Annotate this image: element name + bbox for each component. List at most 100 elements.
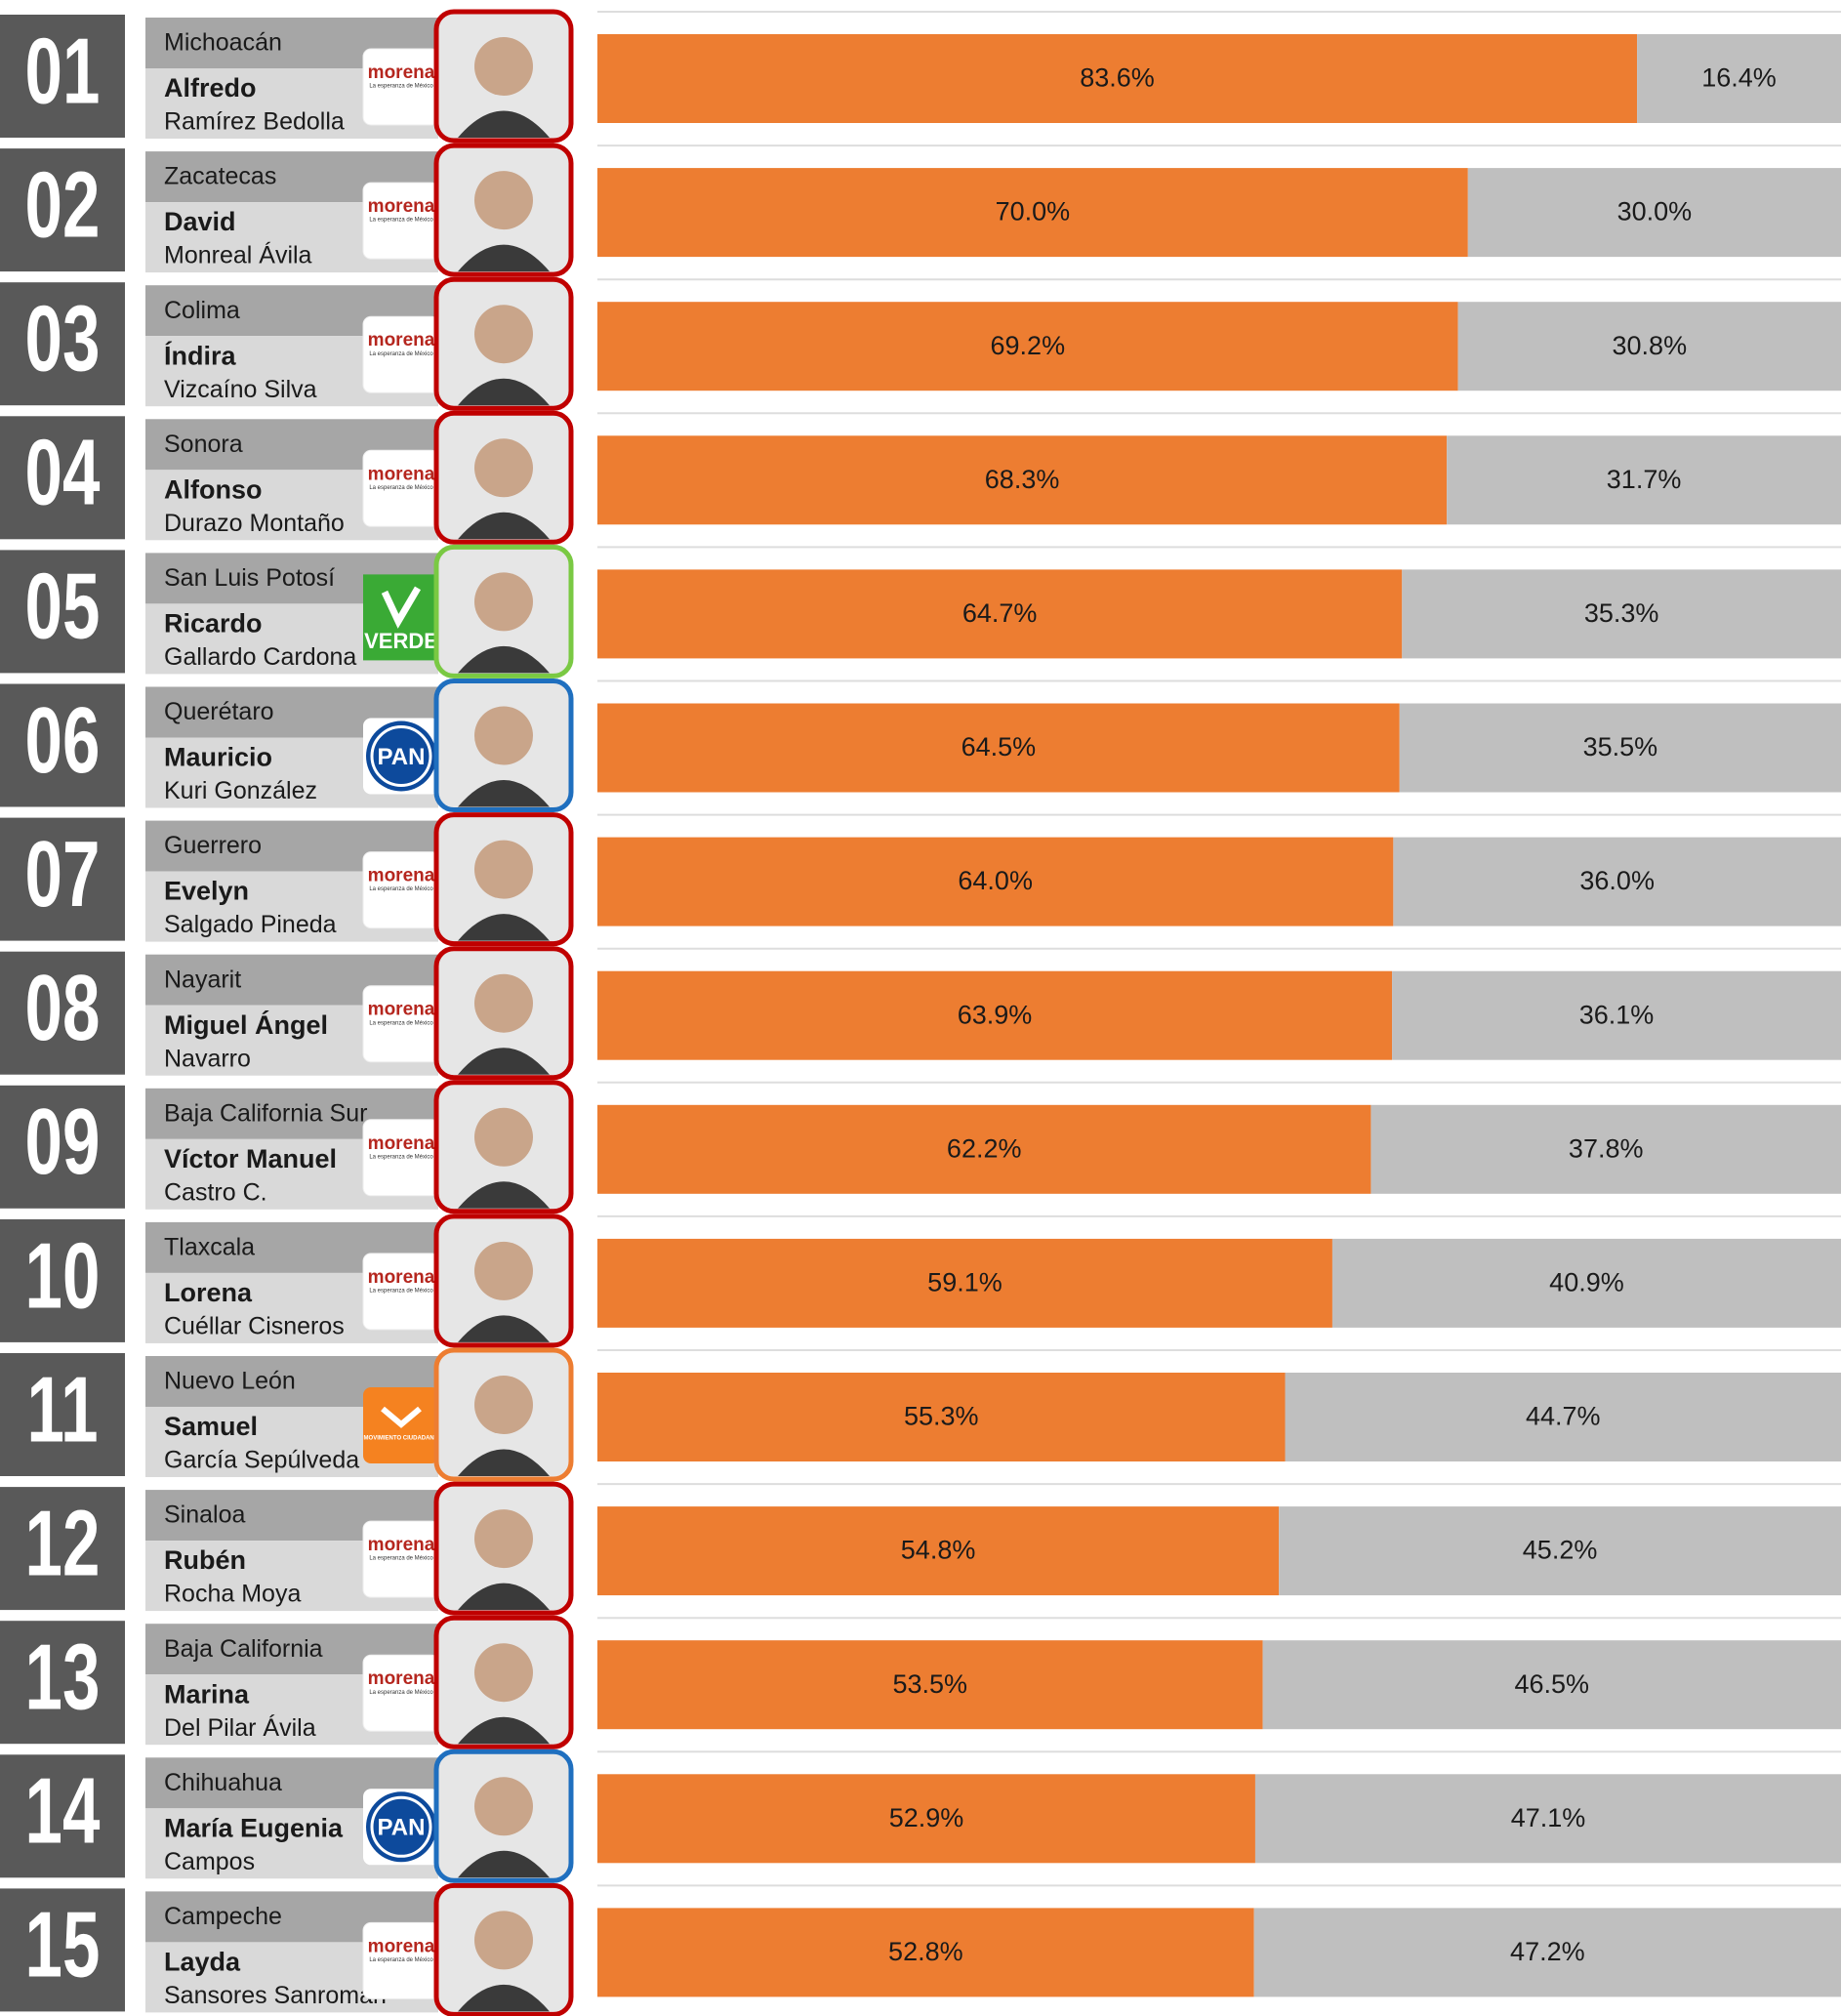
party-name: morena <box>368 62 435 83</box>
photo-head <box>474 706 533 765</box>
rank-box <box>0 1085 125 1209</box>
state-name: Querétaro <box>164 698 274 725</box>
rank: 02 <box>25 151 101 257</box>
photo-head <box>474 1643 533 1703</box>
photo-head <box>474 572 533 632</box>
last-name: Cuéllar Cisneros <box>164 1313 345 1340</box>
photo-body <box>458 645 550 674</box>
bar-segment <box>597 34 1638 123</box>
bar-segment <box>597 302 1458 391</box>
value-label: 30.0% <box>1617 197 1693 226</box>
last-name: Rocha Moya <box>164 1581 301 1608</box>
party-name: morena <box>368 866 435 886</box>
rank-box <box>0 817 125 941</box>
first-name: María Eugenia <box>164 1813 344 1842</box>
party-name: morena <box>368 1133 435 1154</box>
bar-segment <box>1331 1238 1841 1328</box>
bar-segment <box>597 703 1400 793</box>
bar-segment <box>597 1640 1263 1730</box>
rank: 15 <box>25 1892 101 1997</box>
photo-body <box>458 1583 550 1611</box>
rank-box <box>0 148 125 272</box>
party-name: morena <box>368 196 435 217</box>
state-name: Nayarit <box>164 966 241 993</box>
photo-head <box>474 305 533 364</box>
state-name: Baja California Sur <box>164 1099 367 1127</box>
last-name: Durazo Montaño <box>164 510 345 537</box>
bar-segment <box>1457 302 1841 391</box>
party-badge <box>366 720 436 792</box>
first-name: Víctor Manuel <box>164 1144 337 1173</box>
first-name: Samuel <box>164 1412 258 1441</box>
photo-head <box>474 1777 533 1836</box>
state-name: Tlaxcala <box>164 1234 255 1261</box>
state-name: Nuevo León <box>164 1368 296 1395</box>
first-name: David <box>164 207 236 236</box>
last-name: Gallardo Cardona <box>164 643 356 671</box>
bar-segment <box>1392 970 1841 1060</box>
rank: 14 <box>25 1757 101 1863</box>
party-name: morena <box>368 1936 435 1956</box>
state-name: Sinaloa <box>164 1502 245 1529</box>
value-label: 64.7% <box>962 598 1038 628</box>
value-label: 31.7% <box>1607 465 1682 494</box>
party-mark <box>381 586 422 629</box>
rank: 05 <box>25 554 101 659</box>
rank-box <box>0 1487 125 1611</box>
rank: 11 <box>26 1356 98 1461</box>
party-tagline: La esperanza de México <box>369 1690 433 1696</box>
party-name: morena <box>368 1267 435 1288</box>
photo-body <box>458 1850 550 1878</box>
value-label: 52.9% <box>889 1803 964 1832</box>
party-name: morena <box>368 330 435 350</box>
photo-body <box>458 244 550 272</box>
state-name: Guerrero <box>164 832 262 859</box>
first-name: Alfonso <box>164 474 263 504</box>
value-label: 47.2% <box>1510 1937 1585 1966</box>
bar-segment <box>1393 837 1841 926</box>
first-name: Evelyn <box>164 877 249 906</box>
first-name: Layda <box>164 1948 241 1977</box>
rank-box <box>0 550 125 674</box>
party-ring <box>370 725 432 787</box>
first-name: Rubén <box>164 1545 246 1575</box>
rank-box <box>0 1621 125 1745</box>
state-name: Colima <box>164 297 240 324</box>
rank: 10 <box>25 1222 101 1328</box>
party-mark <box>381 1406 422 1428</box>
photo-head <box>474 37 533 96</box>
bar-segment <box>597 1373 1286 1461</box>
photo-body <box>458 780 550 807</box>
bar-segment <box>1637 34 1841 123</box>
value-label: 68.3% <box>985 465 1060 494</box>
photo-head <box>474 1911 533 1970</box>
value-label: 83.6% <box>1080 63 1155 93</box>
photo-body <box>458 1716 550 1745</box>
last-name: Monreal Ávila <box>164 241 312 269</box>
party-badge <box>366 1791 436 1863</box>
bar-segment <box>1399 703 1841 793</box>
party-tagline: La esperanza de México <box>369 485 433 491</box>
value-label: 54.8% <box>901 1536 976 1565</box>
rank: 04 <box>25 419 101 524</box>
party-name: PAN <box>378 1815 426 1841</box>
value-label: 70.0% <box>996 197 1071 226</box>
rank-box <box>0 1218 125 1342</box>
photo-head <box>474 171 533 230</box>
party-ring <box>370 1795 432 1858</box>
photo-body <box>458 512 550 540</box>
party-tagline: La esperanza de México <box>369 1288 433 1294</box>
first-name: Índira <box>164 340 236 370</box>
photo-body <box>458 110 550 138</box>
first-name: Ricardo <box>164 609 263 638</box>
value-label: 59.1% <box>927 1268 1002 1297</box>
rank-box <box>0 416 125 540</box>
last-name: Ramírez Bedolla <box>164 108 345 136</box>
bar-segment <box>1254 1774 1841 1864</box>
party-tagline: La esperanza de México <box>369 1556 433 1562</box>
bar-segment <box>597 837 1394 926</box>
state-name: Michoacán <box>164 29 282 57</box>
value-label: 45.2% <box>1523 1536 1598 1565</box>
photo-body <box>458 1048 550 1075</box>
